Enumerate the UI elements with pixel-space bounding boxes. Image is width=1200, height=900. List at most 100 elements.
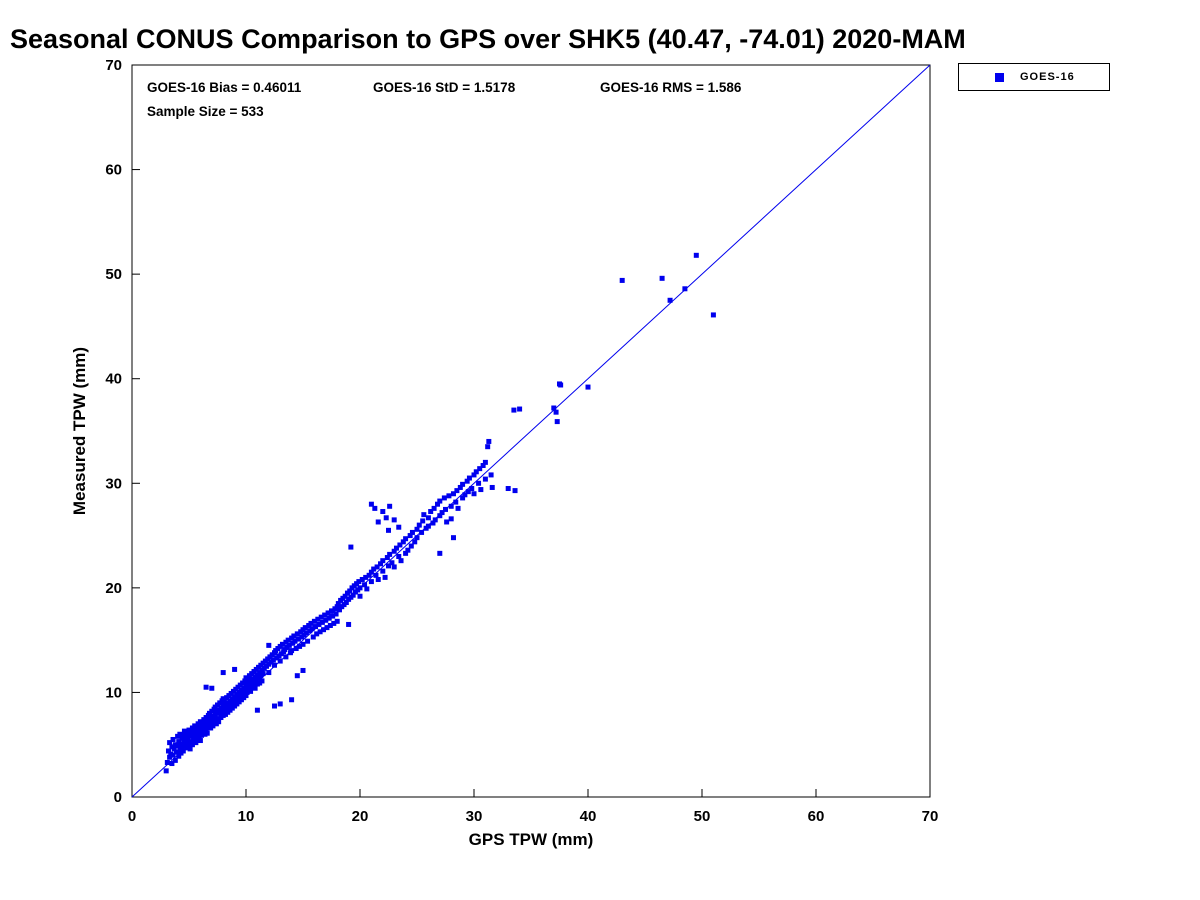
scatter-point [163,768,169,774]
scatter-point [469,486,475,492]
scatter-point [259,678,265,684]
scatter-point [366,572,372,578]
x-tick-label: 0 [128,808,136,825]
scatter-point [302,625,308,631]
scatter-point [283,654,289,660]
axes-box [131,64,931,798]
y-tick-label: 60 [105,162,122,179]
scatter-point [374,564,380,570]
scatter-point [391,517,397,523]
scatter-point [334,618,340,624]
x-tick-label: 50 [694,808,711,825]
scatter-point [462,492,468,498]
scatter-point [300,641,306,647]
scatter-point [403,550,409,556]
scatter-point [289,648,295,654]
x-tick-label: 70 [922,808,939,825]
scatter-point [342,593,348,599]
scatter-point [398,558,404,564]
scatter-point [414,526,420,532]
scatter-point [460,481,466,487]
scatter-point [315,616,321,622]
scatter-point [260,671,266,677]
scatter-point [289,697,295,703]
scatter-point [420,518,426,524]
scatter-point [486,438,492,444]
scatter-point [710,312,716,318]
scatter-point [244,689,250,695]
scatter-point [454,488,460,494]
scatter-point [295,636,301,642]
scatter-point [383,515,389,521]
scatter-point [211,718,217,724]
scatter-point [387,503,393,509]
scatter-point [187,746,193,752]
scatter-point [453,499,459,505]
scatter-point [324,625,330,631]
scatter-point [193,740,199,746]
scatter-point [428,509,434,515]
scatter-point [371,566,377,572]
scatter-point [437,550,443,556]
x-tick-label: 20 [352,808,369,825]
scatter-point [485,444,491,450]
scatter-point [448,503,454,509]
scatter-point [272,703,277,709]
scatter-point [220,670,226,676]
scatter-point [505,486,511,492]
scatter-point [397,542,403,548]
scatter-point [356,579,362,585]
scatter-point [471,491,477,497]
scatter-point [407,533,413,539]
scatter-point [551,405,557,411]
scatter-point [425,523,431,529]
scatter-point [279,641,285,647]
y-tick-label: 50 [105,266,122,283]
scatter-point [232,666,238,672]
stat-sample-size: Sample Size = 533 [147,104,264,119]
x-tick-label: 10 [238,808,255,825]
scatter-point [444,519,450,525]
scatter-point [221,699,227,705]
scatter-point [192,723,198,729]
scatter-point [308,620,314,626]
scatter-point [403,536,409,542]
scatter-point [471,472,477,478]
scatter-point [425,515,431,521]
scatter-point [464,478,470,484]
scatter-point [682,286,688,292]
x-tick-label: 40 [580,808,597,825]
scatter-point [336,607,342,613]
scatter-point [248,679,254,685]
scatter-point [517,406,523,412]
scatter-point [277,701,283,707]
scatter-point [477,466,483,472]
scatter-point [419,529,425,535]
scatter-point [319,619,325,625]
scatter-point [184,730,190,736]
scatter-point [455,505,461,511]
scatter-point [179,744,185,750]
scatter-point [457,484,463,490]
scatter-point [380,558,386,564]
scatter-point [176,753,182,759]
scatter-point [216,719,222,725]
scatter-point [167,754,173,760]
scatter-point [294,631,300,637]
scatter-point [585,384,591,390]
scatter-point [266,642,272,648]
scatter-point [169,761,175,767]
scatter-point [489,484,495,490]
scatter-point [314,631,320,637]
scatter-point [321,627,327,633]
scatter-point [511,407,517,413]
scatter-point [416,522,422,528]
scatter-point [318,614,324,620]
scatter-point [243,693,249,699]
scatter-point [329,608,334,614]
scatter-point [203,726,209,732]
scatter-point [243,683,249,689]
scatter-point [396,524,402,530]
